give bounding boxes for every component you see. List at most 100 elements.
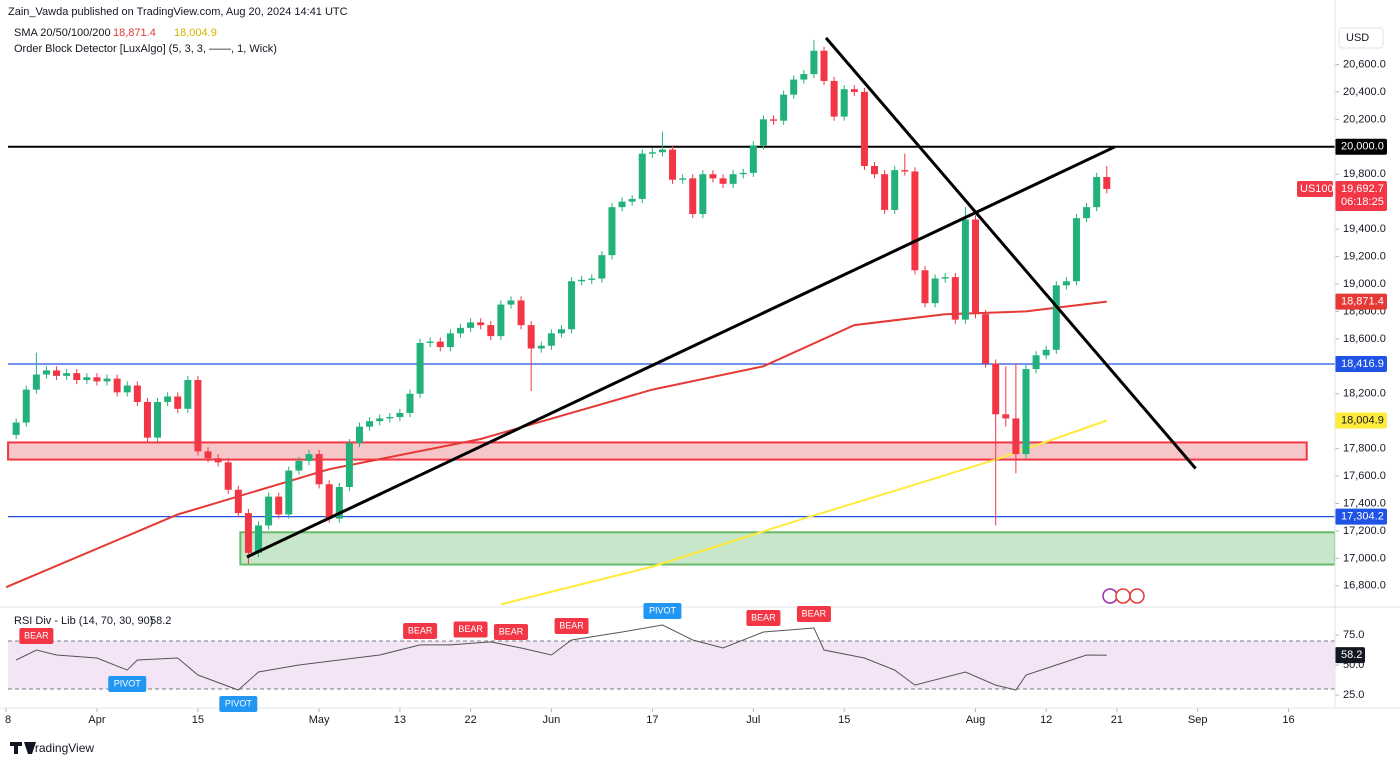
candle-body (881, 174, 889, 210)
signal-label: BEAR (751, 612, 776, 622)
signal-label: BEAR (499, 626, 524, 636)
x-tick-label: 16 (1282, 714, 1294, 726)
candle-body (194, 380, 202, 452)
candle-body (638, 153, 646, 199)
price-pane (5, 36, 1335, 605)
candle-body (1093, 176, 1101, 208)
rsi-line (15, 624, 1107, 691)
x-tick-label: 15 (192, 714, 204, 726)
y-tick-label: 19,400.0 (1343, 223, 1386, 235)
x-tick-label: May (309, 714, 330, 726)
signal-label: PIVOT (114, 678, 142, 688)
signal-label: BEAR (559, 620, 584, 630)
candle-body (376, 418, 384, 422)
candle-body (305, 454, 313, 461)
candle-body (608, 207, 616, 256)
candle-body (53, 370, 61, 376)
level-tag: 17,304.2 (1341, 511, 1384, 523)
sma-tag-bg (1335, 412, 1387, 429)
candle-body (446, 333, 454, 348)
candle-body (456, 327, 464, 334)
sma-value: 18,871.4 (113, 27, 156, 39)
signal-label: BEAR (24, 630, 49, 640)
trendline (246, 145, 1116, 559)
candle-body (982, 314, 990, 364)
candle-body (770, 119, 778, 121)
level-tag-bg (1335, 138, 1387, 155)
y-tick-label: 20,200.0 (1343, 113, 1386, 125)
x-tick-label: Aug (966, 714, 986, 726)
sma-tag-bg (1335, 293, 1387, 310)
y-tick-label: 19,800.0 (1343, 168, 1386, 180)
candle-body (931, 278, 939, 304)
candle-body (164, 396, 172, 402)
y-tick-label: 18,600.0 (1343, 333, 1386, 345)
candle-body (658, 149, 666, 153)
candle-body (729, 174, 737, 184)
event-icons (1102, 588, 1145, 604)
x-tick-label: Sep (1188, 714, 1208, 726)
candle-body (679, 178, 687, 180)
candle-body (618, 201, 626, 208)
rsi-tick-label: 75.0 (1343, 629, 1364, 641)
signal-badge (19, 627, 54, 644)
candle-body (971, 219, 979, 315)
candle-body (32, 374, 40, 390)
trendline (824, 36, 1197, 470)
candle-body (790, 79, 798, 95)
signal-label: PIVOT (225, 698, 253, 708)
candle-body (739, 172, 747, 175)
candle-body (830, 80, 838, 117)
candle-body (941, 277, 949, 279)
logo (10, 742, 36, 754)
candle-body (568, 281, 576, 330)
candle-body (951, 277, 959, 320)
candle-body (860, 91, 868, 166)
candle-body (810, 50, 818, 75)
candle-body (800, 74, 808, 80)
rsi-tick-label: 25.0 (1343, 689, 1364, 701)
candle-body (527, 325, 535, 349)
candle-body (224, 462, 232, 490)
candle-body (1002, 414, 1010, 419)
signals: BEAR PIVOT PIVOT BEAR BEAR BEAR BEAR PIVOT BEAR B… (19, 603, 831, 712)
x-tick-label: Jul (746, 714, 760, 726)
candle-body (133, 385, 141, 402)
candle-body (992, 363, 1000, 415)
x-tick-label: 17 (646, 714, 658, 726)
candle-body (234, 489, 242, 514)
x-tick-label: 21 (1111, 714, 1123, 726)
candle-body (1012, 418, 1020, 455)
signal-badge (746, 609, 781, 626)
candle-body (961, 219, 969, 320)
currency-box[interactable] (1338, 27, 1384, 49)
rsi-current-tag: 58.2 (1341, 649, 1362, 661)
rsi-current: 58.2 (150, 615, 171, 627)
x-tick-label: 8 (5, 714, 11, 726)
sma-value: 18,004.9 (174, 27, 217, 39)
candle-body (921, 270, 929, 304)
candle-body (901, 170, 909, 172)
signal-label: BEAR (408, 625, 433, 635)
y-tick-label: 17,400.0 (1343, 497, 1386, 509)
candle-body (436, 341, 444, 348)
candle-body (113, 378, 121, 393)
candle-body (1052, 285, 1060, 350)
signal-badge (403, 622, 438, 639)
x-tick-label: 12 (1040, 714, 1052, 726)
candle-body (143, 401, 151, 438)
axes: 16,800.0 17,000.0 17,200.0 17,400.0 17,600.0… (5, 58, 1387, 726)
candle-body (780, 94, 788, 121)
candle-body (406, 393, 414, 413)
signal-label: PIVOT (649, 605, 677, 615)
signal-badge (453, 621, 488, 638)
candle-body (123, 385, 131, 393)
candle-body (487, 325, 495, 337)
symbol-tag-bg (1297, 180, 1333, 197)
order-block (7, 441, 1308, 461)
level-tag-bg (1335, 508, 1387, 525)
candle-body (356, 426, 364, 444)
y-tick-label: 19,200.0 (1343, 250, 1386, 262)
